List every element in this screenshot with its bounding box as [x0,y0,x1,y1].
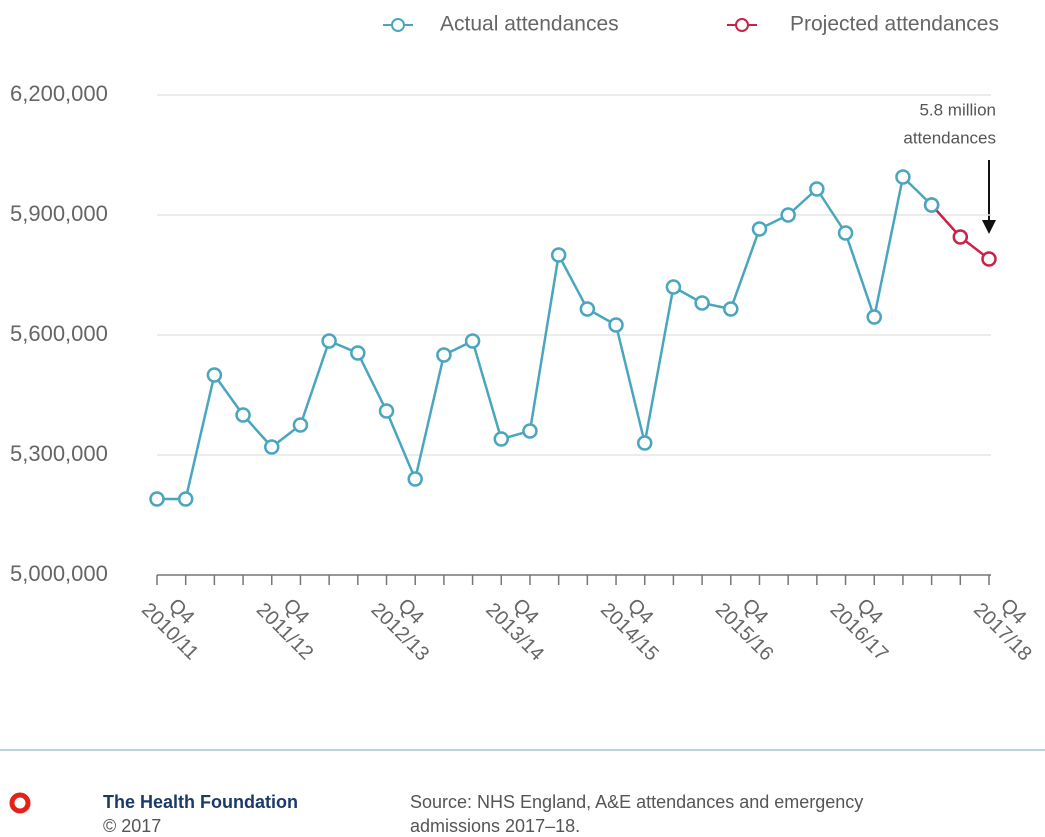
data-point [981,251,997,267]
data-point [522,423,538,439]
data-point [780,207,796,223]
data-point [723,301,739,317]
data-point [149,491,165,507]
data-point [493,431,510,447]
data-point [177,491,194,507]
data-point [206,367,223,383]
x-tick-label: Q42012/13 [366,583,448,665]
logo [9,792,31,814]
y-tick-label: 5,000,000 [10,561,108,586]
x-tick-label: Q42015/16 [711,583,793,665]
source-text: admissions 2017–18. [410,816,580,836]
data-point [407,471,423,487]
source-text: Source: NHS England, A&E attendances and… [410,792,863,812]
data-point [436,347,452,363]
legend-label: Projected attendances [790,13,999,36]
legend-label: Actual attendances [440,13,619,36]
annotation: 5.8 million [919,100,996,119]
x-tick-label: Q42014/15 [596,583,678,665]
data-point [350,345,366,361]
copyright: © 2017 [103,816,161,836]
x-tick-label: Q42013/14 [481,583,563,665]
x-tick-label: Q42011/12 [252,583,333,664]
y-tick-label: 5,900,000 [10,201,108,226]
data-point [235,407,251,423]
data-point [665,279,682,295]
y-tick-label: 6,200,000 [10,81,108,106]
data-point [895,169,911,185]
data-point [608,317,624,333]
y-tick-label: 5,300,000 [10,441,108,466]
data-point [866,309,882,325]
data-point [321,333,337,349]
legend-marker [735,18,749,32]
data-point [751,221,768,237]
legend-marker [391,18,405,32]
annotation-arrowhead [982,220,996,234]
data-point [952,229,969,245]
data-point [694,295,710,311]
data-point [264,439,280,455]
data-point [550,247,567,263]
data-point [292,417,309,433]
data-point [579,301,596,317]
x-tick-label: Q42010/11 [137,583,218,664]
data-point [837,225,854,241]
data-point [636,435,653,451]
x-tick-label: Q42017/18 [969,583,1045,665]
data-point [464,333,481,349]
organization: The Health Foundation [103,792,298,812]
data-point [378,403,395,419]
x-tick-label: Q42016/17 [825,583,907,665]
y-tick-label: 5,600,000 [10,321,108,346]
series-line [157,174,933,501]
annotation: attendances [903,128,996,147]
data-point [923,197,940,213]
data-point [809,181,825,197]
